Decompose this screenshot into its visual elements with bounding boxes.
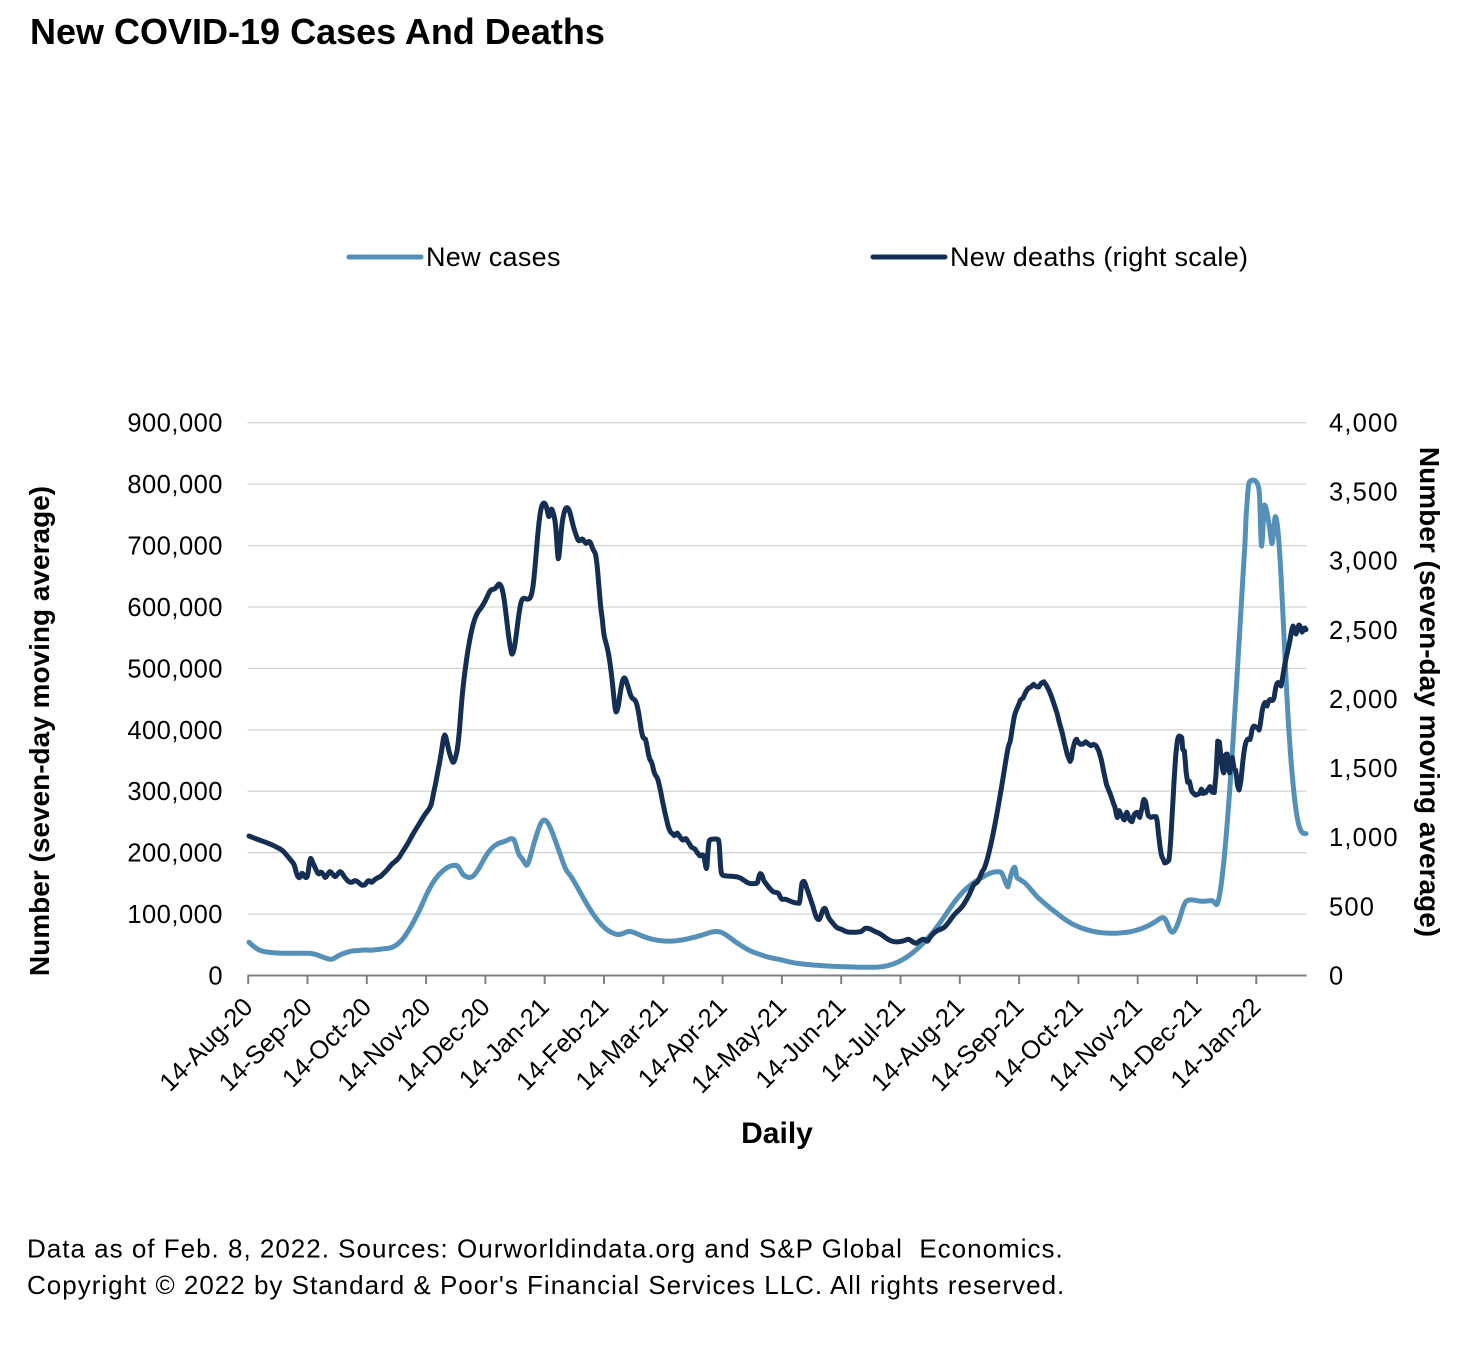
svg-text:New cases: New cases <box>426 242 561 272</box>
svg-text:500: 500 <box>1329 893 1375 921</box>
svg-text:Number (seven-day moving avera: Number (seven-day moving average) <box>24 486 55 976</box>
svg-text:500,000: 500,000 <box>127 655 223 683</box>
svg-text:1,500: 1,500 <box>1329 755 1399 783</box>
svg-text:2,000: 2,000 <box>1329 686 1399 714</box>
svg-text:400,000: 400,000 <box>127 717 223 745</box>
svg-text:900,000: 900,000 <box>127 410 223 438</box>
svg-text:3,500: 3,500 <box>1329 478 1399 506</box>
svg-text:600,000: 600,000 <box>127 594 223 622</box>
svg-text:300,000: 300,000 <box>127 778 223 806</box>
svg-text:3,000: 3,000 <box>1329 548 1399 576</box>
svg-text:Number (seven-day moving avera: Number (seven-day moving average) <box>1414 447 1445 937</box>
svg-text:0: 0 <box>1329 963 1344 991</box>
svg-text:800,000: 800,000 <box>127 471 223 499</box>
svg-text:New COVID-19 Cases And Deaths: New COVID-19 Cases And Deaths <box>30 11 605 52</box>
svg-text:100,000: 100,000 <box>127 901 223 929</box>
svg-text:700,000: 700,000 <box>127 533 223 561</box>
svg-text:Data as of Feb. 8, 2022. Sourc: Data as of Feb. 8, 2022. Sources: Ourwor… <box>27 1234 1064 1264</box>
svg-text:1,000: 1,000 <box>1329 824 1399 852</box>
svg-text:New deaths (right scale): New deaths (right scale) <box>950 242 1248 272</box>
svg-text:0: 0 <box>208 963 223 991</box>
svg-text:2,500: 2,500 <box>1329 617 1399 645</box>
svg-text:4,000: 4,000 <box>1329 409 1399 437</box>
svg-text:Copyright © 2022 by Standard &: Copyright © 2022 by Standard & Poor's Fi… <box>27 1270 1065 1300</box>
svg-text:Daily: Daily <box>741 1117 813 1150</box>
svg-text:200,000: 200,000 <box>127 840 223 868</box>
